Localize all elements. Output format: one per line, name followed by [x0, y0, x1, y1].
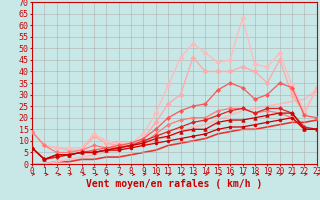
X-axis label: Vent moyen/en rafales ( km/h ): Vent moyen/en rafales ( km/h ): [86, 179, 262, 189]
